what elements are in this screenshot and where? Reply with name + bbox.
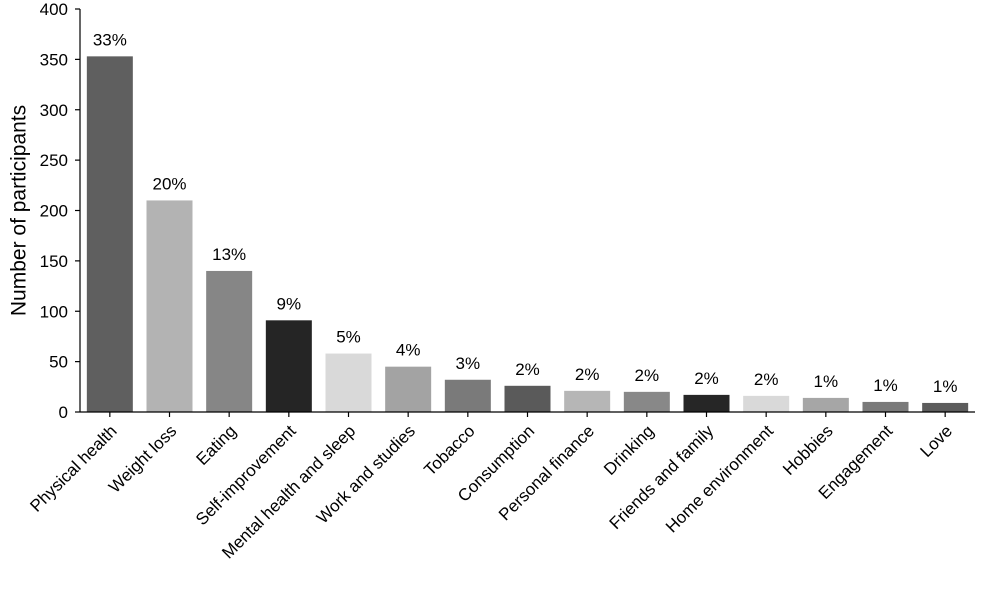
category-label: Home environment — [662, 421, 777, 536]
bar — [922, 402, 969, 412]
data-label: 5% — [336, 328, 361, 347]
bar — [623, 391, 670, 412]
bar — [683, 394, 730, 412]
bar — [504, 385, 551, 412]
data-label: 4% — [396, 341, 421, 360]
data-label: 2% — [694, 369, 719, 388]
data-label: 13% — [212, 245, 246, 264]
y-tick-label: 150 — [40, 252, 68, 271]
data-label: 1% — [814, 372, 839, 391]
y-tick-label: 250 — [40, 151, 68, 170]
data-label: 1% — [933, 377, 958, 396]
bar — [862, 401, 909, 412]
category-label: Eating — [192, 421, 240, 469]
y-tick-label: 400 — [40, 0, 68, 19]
bars — [86, 56, 969, 417]
y-tick-label: 100 — [40, 302, 68, 321]
y-tick-label: 0 — [59, 403, 68, 422]
bar — [444, 379, 491, 412]
bar — [802, 397, 849, 412]
y-tick-label: 350 — [40, 50, 68, 69]
y-tick-label: 300 — [40, 101, 68, 120]
data-labels: 33% 20% 13% 9% 5% 4% 3% 2% 2% 2% 2% 2% 1% 1% 1% — [93, 30, 958, 396]
data-label: 2% — [635, 366, 660, 385]
category-label: Tobacco — [420, 421, 478, 479]
data-label: 20% — [152, 174, 186, 193]
category-label: Friends and family — [606, 421, 718, 533]
y-tick-label: 50 — [49, 353, 68, 372]
bar — [564, 390, 611, 412]
category-label: Love — [916, 421, 956, 461]
data-label: 33% — [93, 30, 127, 49]
bar — [743, 395, 790, 412]
y-tick-label: 200 — [40, 202, 68, 221]
data-label: 9% — [277, 294, 302, 313]
bar — [206, 270, 253, 412]
data-label: 3% — [456, 354, 481, 373]
y-axis-title: Number of participants — [8, 105, 31, 316]
bar — [385, 366, 432, 412]
category-label: Hobbies — [779, 421, 837, 479]
category-label: Physical health — [26, 421, 120, 515]
data-label: 1% — [873, 376, 898, 395]
data-label: 2% — [515, 360, 540, 379]
category-label: Drinking — [600, 421, 658, 479]
category-label: Self-improvement — [192, 421, 300, 529]
y-axis-ticks: 0 50 100 150 200 250 300 350 400 — [40, 0, 80, 422]
bar — [325, 353, 372, 412]
data-label: 2% — [754, 370, 779, 389]
data-label: 2% — [575, 365, 600, 384]
bar — [265, 320, 312, 412]
bar — [86, 56, 133, 412]
bar — [146, 200, 193, 412]
